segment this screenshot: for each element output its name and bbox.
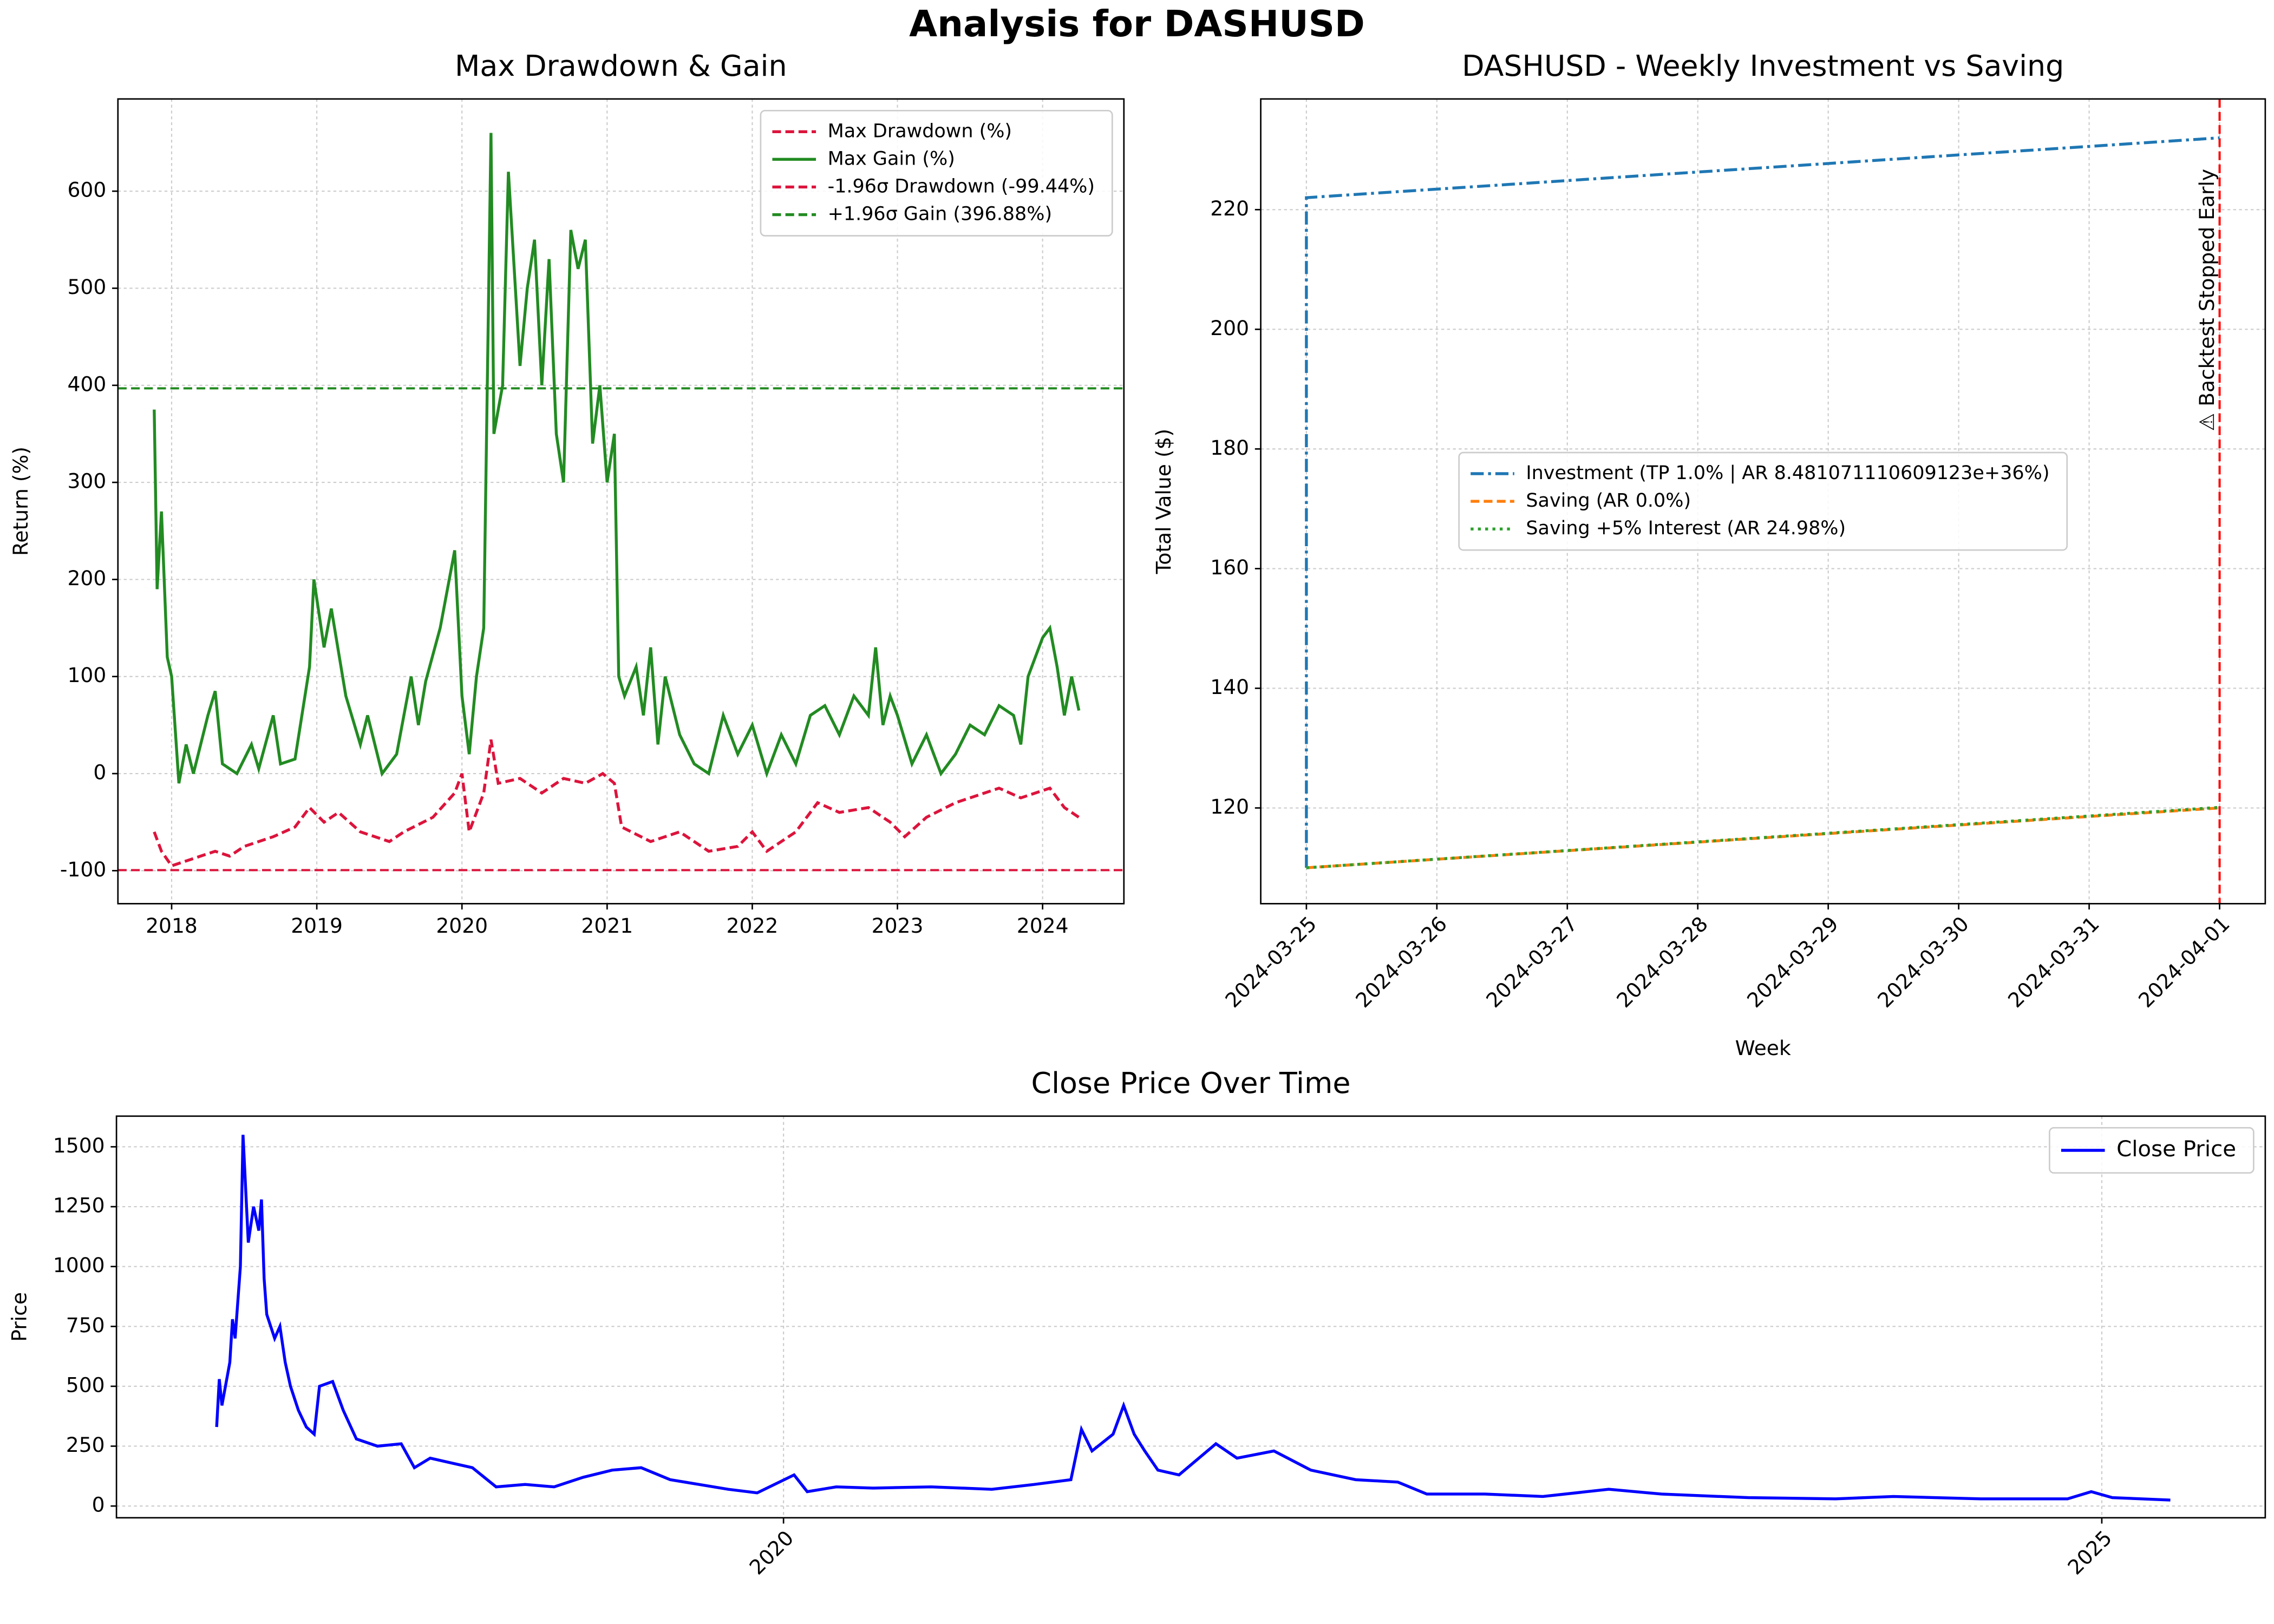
y-tick-label: 500: [66, 1373, 105, 1397]
y-tick-label: 250: [66, 1433, 105, 1457]
series-line: [153, 133, 1081, 784]
axes-frame: [117, 98, 1125, 905]
y-tick-label: 0: [93, 761, 106, 784]
axes-frame: [115, 1115, 2266, 1519]
y-tick-label: 400: [67, 372, 106, 396]
legend-label: Close Price: [2116, 1136, 2236, 1162]
y-axis-label: Price: [7, 1292, 31, 1342]
legend-label: +1.96σ Gain (396.88%): [828, 204, 1053, 225]
annotation: ⚠ Backtest Stopped Early: [2195, 169, 2219, 431]
y-tick-label: 100: [67, 663, 106, 687]
y-axis-label: Return (%): [9, 447, 32, 556]
chart-title: Max Drawdown & Gain: [455, 49, 787, 83]
y-tick-label: 180: [1210, 436, 1249, 460]
series-line: [1305, 136, 2220, 868]
legend-label: Max Gain (%): [828, 148, 955, 169]
legend: Investment (TP 1.0% | AR 8.4810711106091…: [1458, 451, 2068, 551]
x-tick-label: 2024: [1017, 914, 1069, 938]
x-tick-label: 2020: [436, 914, 488, 938]
y-tick-label: 1250: [53, 1194, 105, 1217]
x-tick-label: 2019: [291, 914, 343, 938]
figure-title: Analysis for DASHUSD: [909, 3, 1365, 45]
legend-box: [1458, 451, 2068, 551]
y-tick-label: 1000: [53, 1253, 105, 1277]
y-tick-label: 750: [66, 1313, 105, 1337]
y-tick-label: 200: [1210, 316, 1249, 340]
legend: Max Drawdown (%) Max Gain (%) -1.96σ Drawd…: [760, 109, 1113, 237]
legend-label: Max Drawdown (%): [828, 120, 1012, 142]
legend-label: Saving (AR 0.0%): [1526, 490, 1691, 512]
y-tick-label: 1500: [53, 1134, 105, 1157]
y-tick-label: 600: [67, 178, 106, 202]
y-tick-label: 300: [67, 469, 106, 493]
x-tick-label: 2023: [872, 914, 924, 938]
series-line: [215, 1135, 2171, 1502]
y-tick-label: 200: [67, 566, 106, 590]
legend-box: [760, 109, 1113, 237]
series-line: [1306, 806, 2220, 869]
x-tick-label: 2021: [581, 914, 633, 938]
y-tick-label: 120: [1210, 795, 1249, 818]
x-tick-label: 2018: [146, 914, 198, 938]
chart-title: Close Price Over Time: [1031, 1066, 1351, 1100]
y-axis-label: Total Value ($): [1152, 429, 1175, 574]
x-tick-label: 2022: [727, 914, 779, 938]
y-tick-label: 500: [67, 275, 106, 299]
y-tick-label: -100: [60, 857, 106, 881]
y-tick-label: 160: [1210, 555, 1249, 579]
legend-label: -1.96σ Drawdown (-99.44%): [828, 175, 1095, 197]
legend-box: [2049, 1127, 2255, 1174]
legend-label: Saving +5% Interest (AR 24.98%): [1526, 518, 1846, 539]
y-tick-label: 140: [1210, 675, 1249, 699]
axes-frame: [1260, 98, 2266, 905]
series-line: [153, 739, 1080, 868]
y-tick-label: 0: [92, 1493, 105, 1517]
x-axis-label: Week: [1735, 1036, 1791, 1060]
chart-title: DASHUSD - Weekly Investment vs Saving: [1462, 49, 2064, 83]
y-tick-label: 220: [1210, 197, 1249, 220]
legend-label: Investment (TP 1.0% | AR 8.4810711106091…: [1526, 462, 2049, 484]
legend: Close Price: [2049, 1127, 2255, 1174]
